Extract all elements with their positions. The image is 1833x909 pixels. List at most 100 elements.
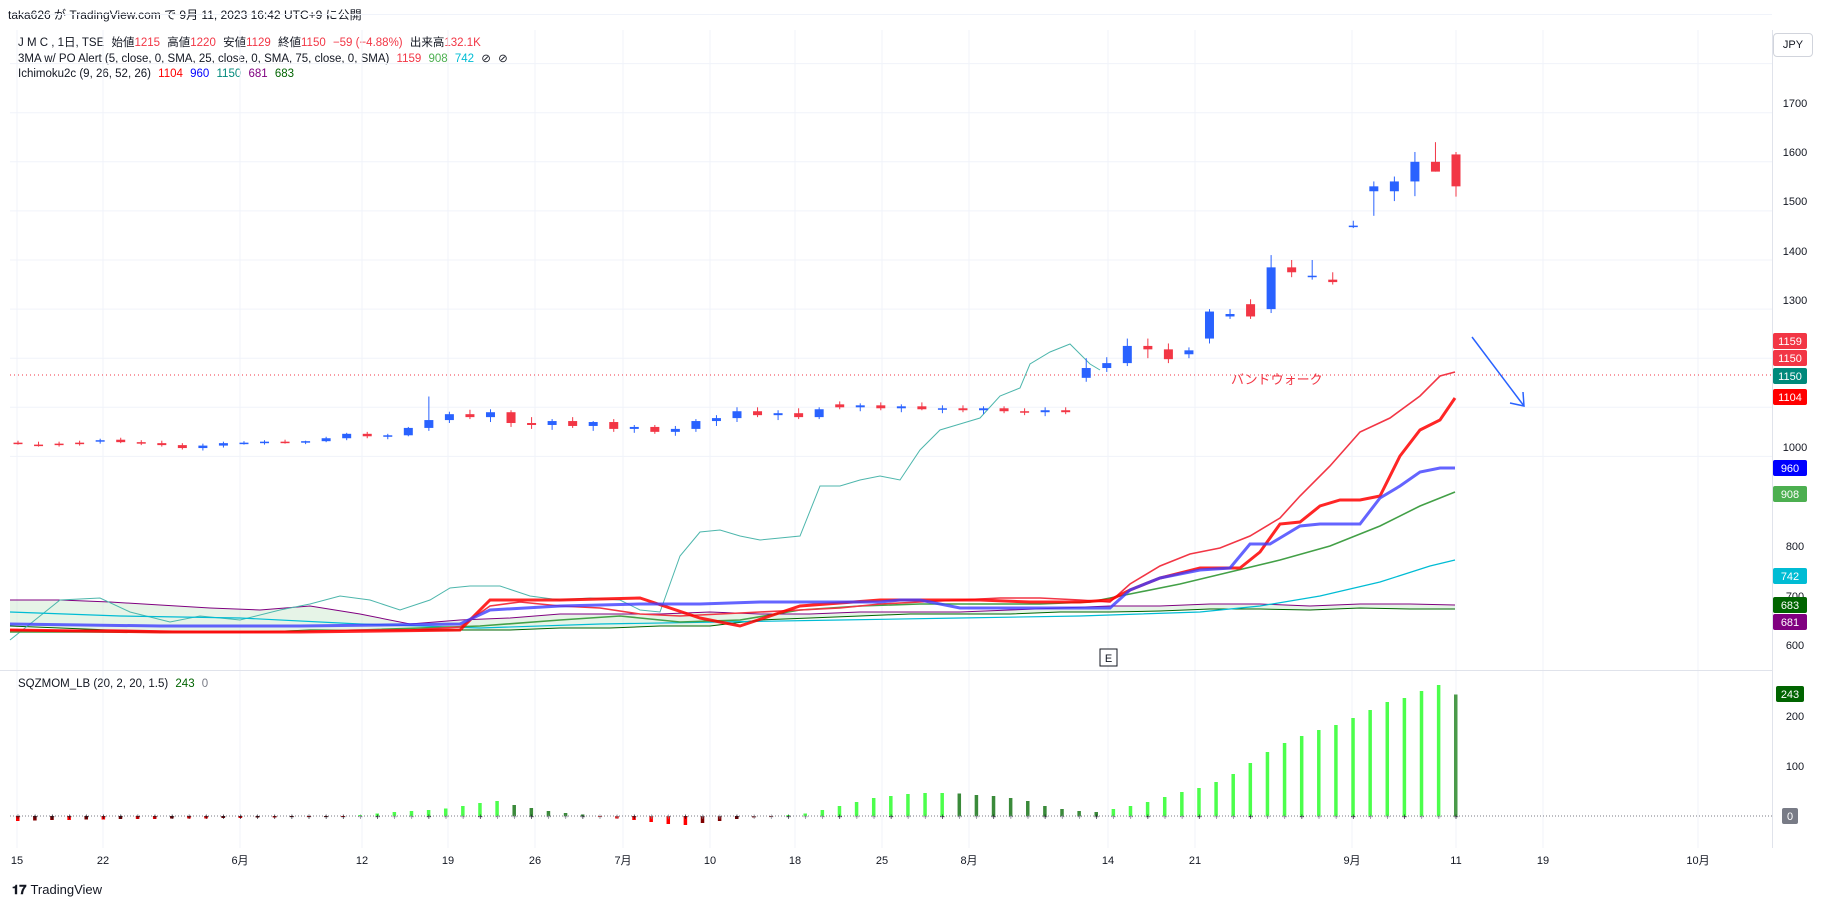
candle-body[interactable] [218,443,228,446]
pane-divider[interactable] [0,670,1772,671]
candle-body[interactable] [321,438,331,442]
candle-body[interactable] [1246,304,1256,317]
price-badge-label: 1150 [1778,353,1802,365]
price-badge [1773,350,1807,366]
candle-body[interactable] [1307,275,1317,278]
ma-indicator-name[interactable]: 3MA w/ PO Alert (5, close, 0, SMA, 25, c… [18,53,390,65]
momentum-bar [1214,782,1218,816]
candle-body[interactable] [506,412,516,424]
candle-body[interactable] [177,445,187,449]
candle-body[interactable] [1369,186,1379,192]
oscillator-axis: 200 100 [1786,711,1804,773]
candle-body[interactable] [1451,154,1461,187]
candle-body[interactable] [1061,410,1071,413]
currency-button[interactable]: JPY [1773,33,1813,57]
candle-body[interactable] [1184,350,1194,355]
alert-off-icon-2[interactable]: ⊘ [498,53,508,65]
candle-body[interactable] [773,413,783,416]
low-value: 1129 [246,37,271,49]
squeeze-dot: + [15,812,20,822]
candle-body[interactable] [444,414,454,421]
candle-body[interactable] [1266,267,1276,310]
momentum-bar [752,816,756,818]
candle-body[interactable] [75,442,85,445]
sqz-legend[interactable]: SQZMOM_LB (20, 2, 20, 1.5) 243 0 [18,678,212,690]
alert-off-icon[interactable]: ⊘ [481,53,491,65]
candle-body[interactable] [547,421,557,425]
candle-body[interactable] [1287,267,1297,273]
candle-body[interactable] [937,408,947,410]
tradingview-logo[interactable]: 𝟏𝟕 TradingView [12,882,102,898]
candle-body[interactable] [260,441,270,444]
candle-body[interactable] [116,439,126,443]
candle-body[interactable] [465,414,475,418]
symbol-label[interactable]: J M C , 1日, TSE [18,37,105,49]
momentum-bar [1351,718,1355,816]
candle-body[interactable] [280,441,290,444]
candle-body[interactable] [958,408,968,411]
momentum-bar [991,796,996,816]
candle-body[interactable] [568,421,578,426]
candle-body[interactable] [485,412,495,418]
sqz-indicator-name[interactable]: SQZMOM_LB (20, 2, 20, 1.5) [18,678,169,690]
candle-body[interactable] [753,411,763,416]
candle-body[interactable] [1020,411,1030,413]
ma-legend[interactable]: 3MA w/ PO Alert (5, close, 0, SMA, 25, c… [18,51,512,65]
candle-body[interactable] [876,405,886,409]
candle-body[interactable] [609,422,619,429]
candle-body[interactable] [1163,349,1173,360]
candle-body[interactable] [835,404,845,408]
candle-body[interactable] [814,409,824,418]
candlestick-series [13,142,1461,451]
candle-body[interactable] [917,406,927,410]
candle-body[interactable] [711,418,721,422]
candle-body[interactable] [1430,161,1440,172]
candle-body[interactable] [896,406,906,409]
momentum-bar [598,816,602,817]
candle-body[interactable] [54,443,64,446]
osc-tick-label: 200 [1786,711,1804,723]
candle-body[interactable] [1122,345,1132,364]
candle-body[interactable] [424,420,434,428]
candle-body[interactable] [362,433,372,437]
candle-body[interactable] [95,440,105,442]
candle-body[interactable] [1225,314,1235,317]
candle-body[interactable] [855,405,865,408]
candle-body[interactable] [629,426,639,429]
ichimoku-legend[interactable]: Ichimoku2c (9, 26, 52, 26) 1104 960 1150… [18,68,298,80]
candle-body[interactable] [1081,368,1091,378]
candle-body[interactable] [1143,345,1153,350]
candle-body[interactable] [1102,363,1112,369]
squeeze-dot: + [888,812,893,822]
candle-body[interactable] [136,442,146,444]
candle-body[interactable] [1040,410,1050,413]
earnings-event-marker[interactable]: E [1099,648,1118,667]
squeeze-dot: + [1162,812,1167,822]
ichimoku-indicator-name[interactable]: Ichimoku2c (9, 26, 52, 26) [18,68,151,80]
candle-body[interactable] [979,408,989,411]
candle-body[interactable] [650,426,660,432]
candle-body[interactable] [670,428,680,432]
candle-body[interactable] [999,408,1009,412]
candle-body[interactable] [342,433,352,439]
candle-body[interactable] [301,441,311,443]
candle-body[interactable] [198,445,208,449]
candle-body[interactable] [1348,225,1358,228]
candle-body[interactable] [157,443,167,446]
candle-body[interactable] [403,427,413,436]
candle-body[interactable] [383,435,393,437]
candle-body[interactable] [239,442,249,445]
candle-body[interactable] [1204,311,1214,339]
candle-body[interactable] [527,423,537,425]
candle-body[interactable] [1328,279,1338,283]
candle-body[interactable] [588,422,598,426]
candle-body[interactable] [794,413,804,418]
candle-body[interactable] [1389,181,1399,192]
candle-body[interactable] [691,421,701,429]
candle-body[interactable] [1410,161,1420,182]
candle-body[interactable] [732,411,742,419]
forecast-arrow[interactable] [1471,336,1525,407]
candle-body[interactable] [13,442,23,445]
candle-body[interactable] [34,444,44,447]
